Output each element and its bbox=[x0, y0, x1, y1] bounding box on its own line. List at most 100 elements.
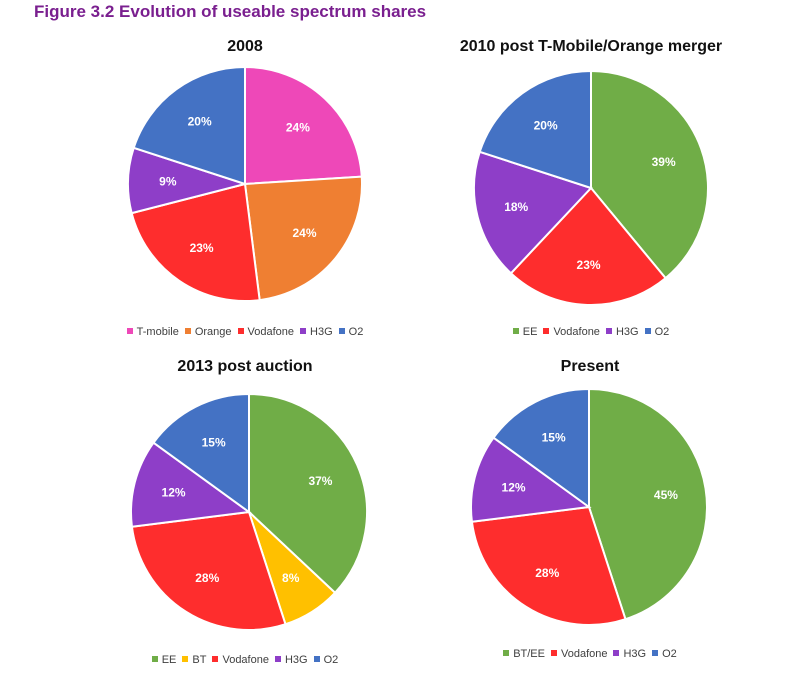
pie-data-label: 15% bbox=[202, 436, 226, 450]
legend-item: H3G bbox=[605, 326, 639, 338]
pie-slice-o2 bbox=[492, 387, 590, 509]
legend-swatch bbox=[512, 328, 519, 334]
pie-slice-bt-ee bbox=[588, 387, 708, 621]
legend-label: BT/EE bbox=[513, 648, 545, 660]
legend-label: O2 bbox=[323, 654, 339, 666]
pie-slice-vodafone bbox=[130, 182, 261, 302]
legend-item: O2 bbox=[652, 648, 677, 660]
legend-label: EE bbox=[522, 326, 538, 338]
legend-swatch bbox=[644, 328, 651, 334]
pie-chart: 37% 8% 28% 12% 15% bbox=[130, 392, 368, 631]
pie-slice-o2 bbox=[132, 65, 246, 186]
pie-data-label: 12% bbox=[162, 486, 186, 500]
legend-swatch bbox=[184, 328, 191, 334]
pie-data-label: 23% bbox=[577, 258, 601, 272]
chart-legend: EE Vodafone H3G O2 bbox=[441, 326, 741, 338]
legend-item: H3G bbox=[613, 648, 646, 660]
chart-title: 2013 post auction bbox=[177, 358, 313, 375]
pie-slice-o2 bbox=[152, 392, 250, 514]
chart-panel-2010: 2010 post T-Mobile/Orange merger 39% 23% 1… bbox=[441, 36, 741, 346]
pie-slice-t-mobile bbox=[244, 65, 363, 186]
chart-title: 2010 post T-Mobile/Orange merger bbox=[459, 38, 723, 55]
figure-title: Figure 3.2 Evolution of useable spectrum… bbox=[34, 2, 427, 21]
legend-swatch bbox=[652, 650, 659, 656]
pie-slice-ee bbox=[248, 392, 368, 595]
legend-swatch bbox=[313, 656, 320, 662]
legend-swatch bbox=[182, 656, 189, 662]
legend-label: Orange bbox=[194, 326, 232, 338]
legend-item: T-mobile bbox=[126, 326, 179, 338]
pie-data-label: 9% bbox=[159, 175, 177, 189]
legend-swatch bbox=[300, 328, 307, 334]
chart-panel-present: Present 45% 28% 12% 15% BT/EE Vodafone H3G O2 bbox=[440, 356, 740, 676]
legend-item: H3G bbox=[300, 326, 333, 338]
legend-item: Vodafone bbox=[550, 648, 608, 660]
pie-data-label: 28% bbox=[195, 571, 219, 585]
legend-label: H3G bbox=[310, 326, 333, 338]
legend-label: Vodafone bbox=[247, 326, 295, 338]
pie-chart: 45% 28% 12% 15% bbox=[470, 387, 708, 626]
pie-slice-h3g bbox=[473, 150, 593, 275]
pie-data-label: 15% bbox=[542, 431, 566, 445]
pie-slice-ee bbox=[590, 69, 709, 280]
pie-data-label: 20% bbox=[188, 115, 212, 129]
legend-label: Vodafone bbox=[222, 654, 269, 666]
legend-label: EE bbox=[161, 654, 177, 666]
pie-slice-vodafone bbox=[470, 505, 627, 626]
legend-item: O2 bbox=[313, 654, 339, 666]
pie-data-label: 37% bbox=[308, 474, 332, 488]
legend-label: T-mobile bbox=[136, 326, 179, 338]
legend-item: BT/EE bbox=[503, 648, 545, 660]
legend-label: O2 bbox=[662, 648, 677, 660]
pie-data-label: 28% bbox=[535, 566, 559, 580]
legend-swatch bbox=[605, 328, 612, 334]
legend-item: H3G bbox=[274, 654, 308, 666]
legend-item: Vodafone bbox=[237, 326, 295, 338]
legend-swatch bbox=[274, 656, 281, 662]
pie-slice-h3g bbox=[130, 441, 252, 528]
legend-label: O2 bbox=[654, 326, 670, 338]
legend-swatch bbox=[543, 328, 550, 334]
legend-item: O2 bbox=[338, 326, 364, 338]
legend-label: H3G bbox=[284, 654, 308, 666]
legend-swatch bbox=[212, 656, 219, 662]
legend-label: Vodafone bbox=[560, 648, 608, 660]
pie-data-label: 39% bbox=[652, 155, 676, 169]
chart-legend: EE BT Vodafone H3G O2 bbox=[95, 654, 395, 666]
legend-swatch bbox=[151, 656, 158, 662]
pie-slice-vodafone bbox=[130, 510, 287, 631]
pie-slice-o2 bbox=[478, 69, 592, 190]
legend-label: Vodafone bbox=[553, 326, 600, 338]
legend-label: O2 bbox=[348, 326, 364, 338]
pie-data-label: 45% bbox=[654, 488, 678, 502]
pie-chart: 24% 24% 23% 9% 20% bbox=[127, 65, 363, 302]
legend-item: EE bbox=[151, 654, 177, 666]
chart-panel-2008: 2008 24% 24% 23% 9% 20% T-mobile Orange Vodafo… bbox=[95, 36, 395, 346]
legend-label: H3G bbox=[623, 648, 647, 660]
pie-slice-h3g bbox=[470, 436, 592, 523]
legend-swatch bbox=[237, 328, 244, 334]
chart-title: Present bbox=[560, 358, 620, 375]
legend-item: O2 bbox=[644, 326, 670, 338]
legend-swatch bbox=[126, 328, 133, 334]
legend-swatch bbox=[338, 328, 345, 334]
pie-data-label: 20% bbox=[534, 119, 558, 133]
pie-data-label: 24% bbox=[286, 121, 310, 135]
legend-swatch bbox=[550, 650, 557, 656]
chart-legend: BT/EE Vodafone H3G O2 bbox=[440, 648, 740, 660]
legend-item: BT bbox=[182, 654, 206, 666]
pie-data-label: 12% bbox=[502, 481, 526, 495]
legend-label: BT bbox=[192, 654, 207, 666]
chart-panel-2013: 2013 post auction 37% 8% 28% 12% 15% EE BT Vod… bbox=[95, 356, 395, 676]
pie-chart: 39% 23% 18% 20% bbox=[473, 69, 709, 306]
legend-label: H3G bbox=[615, 326, 639, 338]
pie-data-label: 24% bbox=[292, 226, 316, 240]
legend-item: Orange bbox=[184, 326, 232, 338]
legend-item: EE bbox=[512, 326, 538, 338]
legend-item: Vodafone bbox=[212, 654, 269, 666]
legend-swatch bbox=[613, 650, 620, 656]
pie-slice-orange bbox=[243, 175, 363, 302]
chart-legend: T-mobile Orange Vodafone H3G O2 bbox=[95, 326, 395, 338]
chart-title: 2008 bbox=[227, 38, 263, 55]
pie-slice-vodafone bbox=[509, 186, 667, 306]
